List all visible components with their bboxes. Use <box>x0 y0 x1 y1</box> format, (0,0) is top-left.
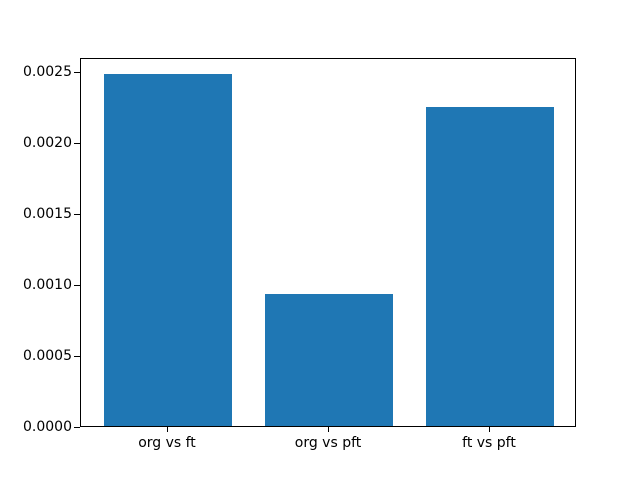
y-tick-mark <box>74 356 80 357</box>
x-tick-label-org-vs-pft: org vs pft <box>294 435 362 451</box>
x-tick-mark <box>489 427 490 432</box>
x-tick-mark <box>328 427 329 432</box>
y-tick-label: 0.0020 <box>23 135 72 151</box>
x-tick-label-ft-vs-pft: ft vs pft <box>462 435 516 451</box>
y-tick-label: 0.0010 <box>23 277 72 293</box>
x-tick-label-org-vs-ft: org vs ft <box>138 435 196 451</box>
y-tick-label: 0.0015 <box>23 206 72 222</box>
y-tick-label: 0.0025 <box>23 64 72 80</box>
x-tick-mark <box>167 427 168 432</box>
bar-ft-vs-pft <box>425 106 555 426</box>
y-tick-mark <box>74 427 80 428</box>
bar-org-vs-ft <box>103 74 233 426</box>
plot-area <box>80 58 576 427</box>
y-tick-label: 0.0005 <box>23 348 72 364</box>
y-tick-label: 0.0000 <box>23 419 72 435</box>
y-tick-mark <box>74 285 80 286</box>
y-tick-mark <box>74 143 80 144</box>
y-tick-mark <box>74 72 80 73</box>
y-tick-mark <box>74 214 80 215</box>
bar-org-vs-pft <box>264 294 394 426</box>
